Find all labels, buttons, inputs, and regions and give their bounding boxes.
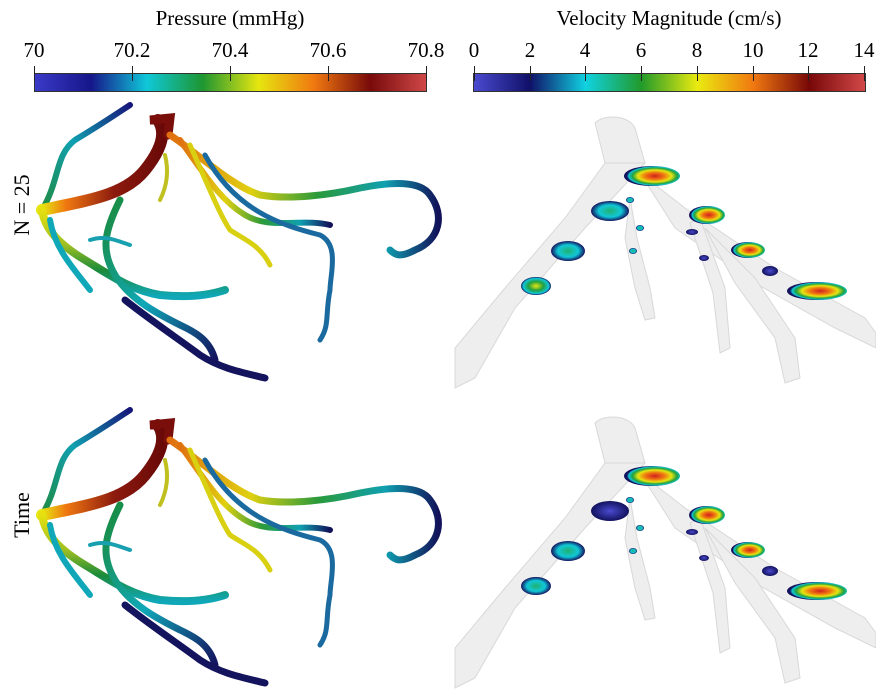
pressure-tick-label: 70.4	[211, 38, 249, 62]
vessel-top-left-branch	[39, 407, 133, 518]
cross-section-right-2	[731, 542, 765, 558]
velocity-tick-label: 14	[853, 38, 875, 62]
vessel-right-branch-3	[202, 152, 335, 343]
pressure-tick-mark	[34, 66, 35, 81]
vessel-small-mid	[158, 458, 170, 507]
velocity-tick-label: 4	[579, 38, 591, 62]
cross-section-mid-left	[551, 241, 585, 261]
velocity-tick-mark	[864, 66, 865, 81]
cross-section-small-5	[699, 255, 709, 261]
vessel-outline-right	[639, 472, 876, 649]
vessel-outline-mid2	[689, 217, 731, 354]
vessel-main-trunk	[36, 419, 169, 521]
vessel-small-mid	[158, 153, 170, 202]
pressure-tick-label: 70	[23, 38, 45, 62]
cross-section-small-2	[636, 225, 644, 231]
vessel-bottom	[121, 296, 269, 382]
vessel-small-left	[88, 235, 132, 247]
vessel-outline-mid	[624, 497, 656, 621]
vessel-top-left-branch	[39, 102, 133, 213]
vessel-mid-descending	[102, 501, 219, 669]
vessel-main-trunk	[36, 114, 169, 216]
velocity-cross-sections-n25	[454, 116, 876, 389]
vessel-outline-right	[639, 172, 876, 349]
pressure-tick-mark	[328, 66, 329, 81]
cross-section-upper-left	[591, 501, 629, 521]
velocity-colorbar-title: Velocity Magnitude (cm/s)	[556, 6, 782, 30]
vessel-right-branch-3	[202, 457, 335, 648]
vessel-right-main	[166, 436, 442, 564]
cross-section-small-1	[626, 197, 634, 203]
pressure-colorbar-title: Pressure (mmHg)	[155, 6, 305, 30]
vessel-bottom	[121, 601, 269, 687]
vessel-outline-left	[454, 462, 647, 689]
vessel-left-upper	[38, 511, 229, 606]
vessel-outline-left	[454, 162, 647, 389]
vessel-mid-descending	[102, 196, 219, 364]
velocity-tick-mark	[697, 66, 698, 81]
velocity-colorbar	[473, 73, 866, 92]
cross-section-top	[624, 466, 680, 486]
cross-section-mid-left	[551, 541, 585, 561]
vessel-small-left	[88, 540, 132, 552]
velocity-cross-sections-time	[454, 416, 876, 689]
pressure-tick-mark	[132, 66, 133, 81]
velocity-tick-mark	[753, 66, 754, 81]
cross-section-small-3	[629, 548, 637, 554]
cross-section-lower-left	[521, 277, 551, 295]
vessel-left-lower	[47, 217, 93, 293]
vessel-right-branch-2	[187, 447, 273, 573]
cross-section-top	[624, 166, 680, 186]
vessel-right-main	[166, 131, 442, 259]
cross-section-small-4	[686, 529, 698, 535]
cross-section-small-1	[626, 497, 634, 503]
cross-section-small-2	[636, 525, 644, 531]
cross-section-upper-left	[591, 201, 629, 221]
vessel-main-upper	[149, 417, 176, 445]
vessel-outline-upper	[594, 416, 646, 464]
cross-section-small-6	[762, 266, 778, 276]
velocity-tick-mark	[641, 66, 642, 81]
vessel-left-upper	[38, 206, 229, 301]
cross-section-right-1	[689, 206, 725, 224]
velocity-tick-label: 10	[742, 38, 764, 62]
cross-section-right-3	[787, 582, 847, 600]
velocity-tick-label: 2	[524, 38, 536, 62]
cross-section-small-4	[686, 229, 698, 235]
velocity-tick-label: 6	[635, 38, 647, 62]
cross-section-lower-left	[521, 577, 551, 595]
vessel-outline-mid	[624, 197, 656, 321]
cross-section-small-6	[762, 566, 778, 576]
vessel-outline-right-lower	[704, 227, 801, 384]
velocity-tick-label: 8	[691, 38, 703, 62]
pressure-tick-mark	[426, 66, 427, 81]
pressure-tick-label: 70.6	[309, 38, 347, 62]
vessel-left-lower	[47, 522, 93, 598]
vessel-outline-mid2	[689, 517, 731, 654]
velocity-tick-label: 0	[468, 38, 480, 62]
pressure-tick-mark	[230, 66, 231, 81]
velocity-tick-label: 12	[797, 38, 819, 62]
vessel-outline-upper	[594, 116, 646, 164]
vessel-outline-right-lower	[704, 527, 801, 684]
pressure-tick-label: 70.2	[113, 38, 151, 62]
pressure-tick-label: 70.8	[407, 38, 445, 62]
velocity-tick-mark	[474, 66, 475, 81]
velocity-tick-mark	[530, 66, 531, 81]
pressure-vessel-tree-n25	[36, 102, 442, 382]
cross-section-right-1	[689, 506, 725, 524]
cross-section-right-3	[787, 282, 847, 300]
vessel-main-upper	[149, 112, 176, 140]
velocity-tick-mark	[585, 66, 586, 81]
cross-section-small-3	[629, 248, 637, 254]
cross-section-small-5	[699, 555, 709, 561]
vessel-right-branch-2	[187, 142, 273, 268]
cross-section-right-2	[731, 242, 765, 258]
pressure-vessel-tree-time	[36, 407, 442, 687]
velocity-tick-mark	[808, 66, 809, 81]
